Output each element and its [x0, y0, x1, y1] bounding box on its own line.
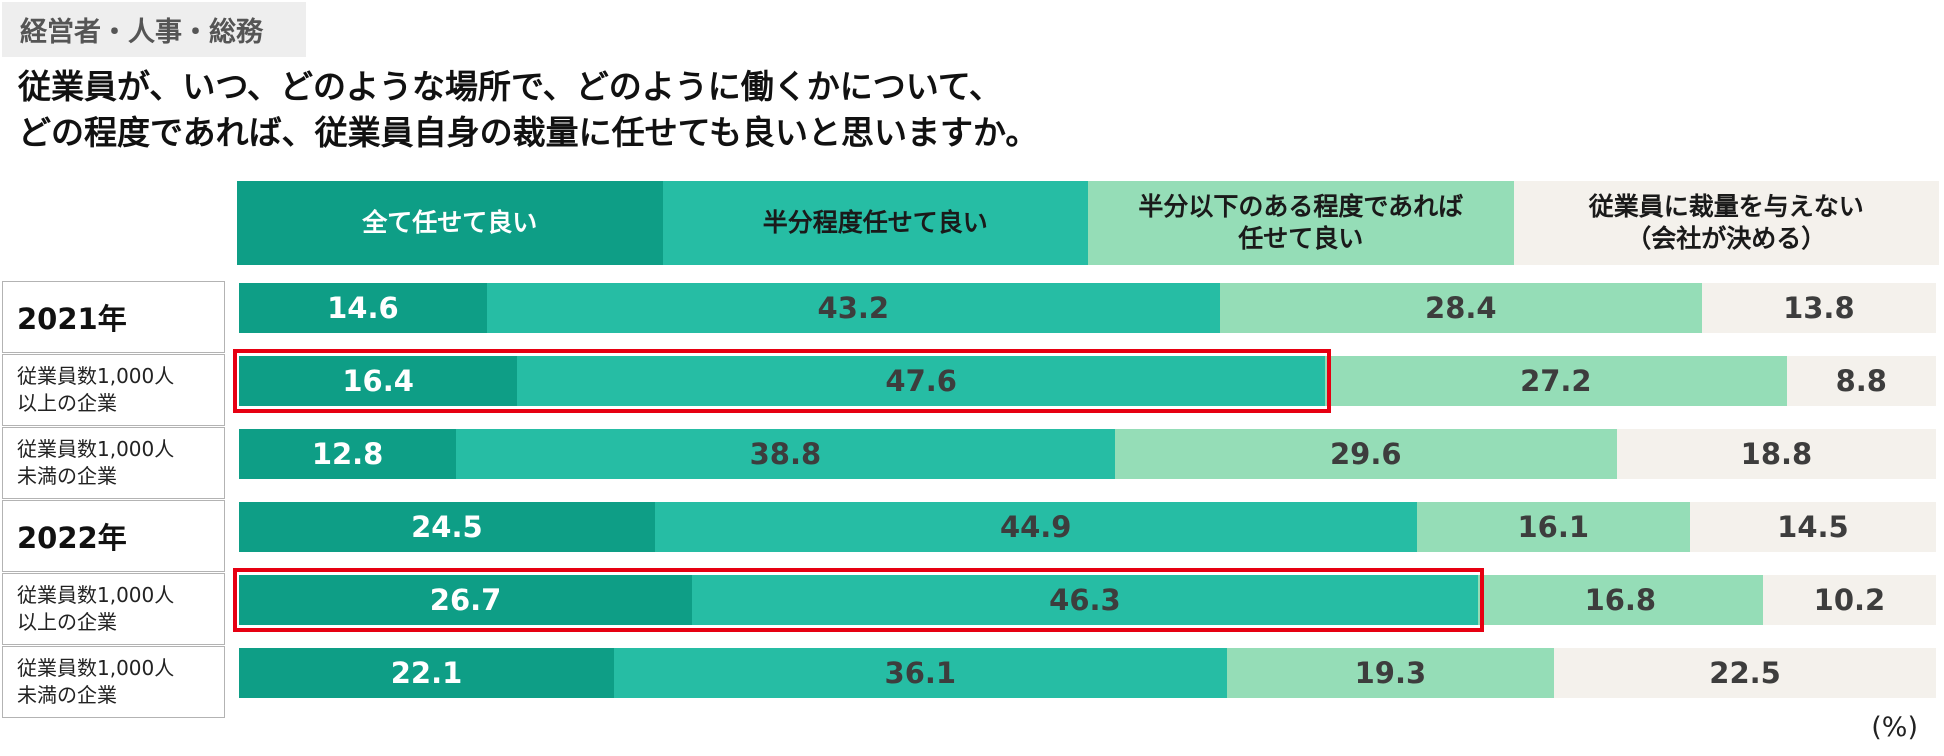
bar-segment-none: 13.8: [1701, 283, 1936, 333]
data-label: 26.7: [429, 583, 502, 617]
bar-segment-all: 26.7: [239, 575, 693, 625]
data-label: 8.8: [1835, 364, 1887, 398]
legend-none: 従業員に裁量を与えない （会社が決める）: [1513, 181, 1939, 265]
data-label: 36.1: [884, 656, 957, 690]
data-label: 43.2: [817, 291, 890, 325]
bar-row: 14.6 43.2 28.4 13.8: [239, 283, 1936, 333]
bar-segment-partial: 28.4: [1219, 283, 1702, 333]
bar-segment-all: 14.6: [239, 283, 487, 333]
bar-segment-half: 47.6: [517, 356, 1326, 406]
bar-segment-partial: 16.1: [1416, 502, 1690, 552]
bar-row: 24.5 44.9 16.1 14.5: [239, 502, 1936, 552]
bar-row: 26.7 46.3 16.8 10.2: [239, 575, 1936, 625]
data-label: 12.8: [311, 437, 384, 471]
bar-segment-half: 36.1: [614, 648, 1227, 698]
data-label: 47.6: [885, 364, 957, 398]
legend-half: 半分程度任せて良い: [662, 181, 1088, 265]
bar-segment-all: 24.5: [239, 502, 655, 552]
data-label: 14.6: [327, 291, 399, 325]
bar-segment-half: 46.3: [692, 575, 1478, 625]
chart-legend: 全て任せて良い 半分程度任せて良い 半分以下のある程度であれば 任せて良い 従業…: [237, 181, 1939, 265]
bar-segment-all: 22.1: [239, 648, 615, 698]
bar-segment-partial: 27.2: [1325, 356, 1787, 406]
bar-segment-half: 43.2: [486, 283, 1220, 333]
data-label: 27.2: [1520, 364, 1592, 398]
data-label: 24.5: [411, 510, 483, 544]
bar-row: 12.8 38.8 29.6 18.8: [239, 429, 1936, 479]
data-label: 29.6: [1329, 437, 1402, 471]
data-label: 28.4: [1425, 291, 1497, 325]
bar-segment-half: 38.8: [456, 429, 1115, 479]
data-label: 18.8: [1740, 437, 1813, 471]
bar-row: 22.1 36.1 19.3 22.5: [239, 648, 1936, 698]
row-label: 従業員数1,000人 未満の企業: [2, 646, 225, 718]
row-label: 2022年: [2, 500, 225, 572]
data-label: 22.5: [1709, 656, 1781, 690]
bar-segment-partial: 19.3: [1226, 648, 1555, 698]
bar-segment-half: 44.9: [654, 502, 1417, 552]
data-label: 16.4: [342, 364, 414, 398]
bar-segment-none: 10.2: [1762, 575, 1936, 625]
data-label: 38.8: [749, 437, 822, 471]
legend-partial: 半分以下のある程度であれば 任せて良い: [1088, 181, 1514, 265]
row-label: 従業員数1,000人 未満の企業: [2, 427, 225, 499]
bar-segment-none: 22.5: [1554, 648, 1936, 698]
data-label: 16.8: [1584, 583, 1657, 617]
bar-segment-all: 16.4: [239, 356, 518, 406]
data-label: 22.1: [390, 656, 463, 690]
bar-segment-none: 8.8: [1786, 356, 1936, 406]
bar-row: 16.4 47.6 27.2 8.8: [239, 356, 1936, 406]
data-label: 13.8: [1783, 291, 1855, 325]
data-label: 19.3: [1354, 656, 1427, 690]
bar-segment-none: 14.5: [1689, 502, 1936, 552]
data-label: 46.3: [1049, 583, 1121, 617]
row-label: 2021年: [2, 281, 225, 353]
bar-segment-all: 12.8: [239, 429, 457, 479]
question-line-2: どの程度であれば、従業員自身の裁量に任せても良いと思いますか。: [18, 113, 1039, 152]
bar-segment-none: 18.8: [1616, 429, 1936, 479]
question-line-1: 従業員が、いつ、どのような場所で、どのように働くかについて、: [18, 67, 1003, 106]
bar-segment-partial: 16.8: [1477, 575, 1763, 625]
data-label: 14.5: [1777, 510, 1849, 544]
legend-all: 全て任せて良い: [237, 181, 663, 265]
unit-label: (%): [1871, 712, 1918, 743]
category-tag: 経営者・人事・総務: [2, 2, 306, 57]
data-label: 10.2: [1813, 583, 1886, 617]
data-label: 16.1: [1517, 510, 1590, 544]
data-label: 44.9: [999, 510, 1072, 544]
bar-segment-partial: 29.6: [1114, 429, 1617, 479]
row-label: 従業員数1,000人 以上の企業: [2, 354, 225, 426]
row-label: 従業員数1,000人 以上の企業: [2, 573, 225, 645]
question-title: 従業員が、いつ、どのような場所で、どのように働くかについて、 どの程度であれば、…: [18, 64, 1418, 156]
